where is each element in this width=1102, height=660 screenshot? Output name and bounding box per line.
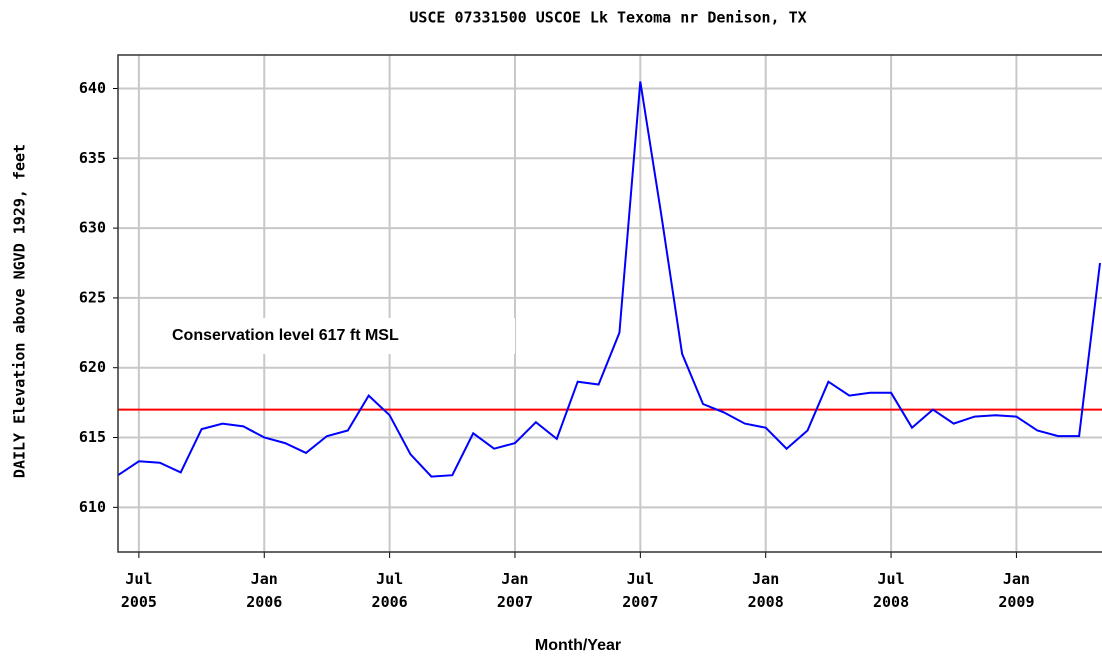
x-tick-label: Jul 2005 [120, 570, 157, 611]
y-tick-label: 625 [79, 288, 106, 306]
chart-title: USCE 07331500 USCOE Lk Texoma nr Denison… [409, 9, 806, 27]
plot-frame [117, 54, 1102, 553]
x-tick-label: Jul 2008 [873, 570, 910, 611]
x-tick-label: Jul 2007 [622, 570, 659, 611]
x-tick-label: Jan 2008 [747, 570, 784, 611]
y-tick-label: 640 [79, 79, 106, 97]
x-tick-label: Jan 2006 [246, 570, 283, 611]
x-axis-title: Month/Year [535, 637, 621, 654]
line [117, 81, 1101, 478]
y-tick-label: 615 [79, 428, 106, 446]
x-tick-label: Jan 2009 [998, 570, 1035, 611]
plot-area [118, 55, 1102, 552]
x-tick-label: Jul 2006 [371, 570, 408, 611]
y-tick-label: 620 [79, 358, 106, 376]
y-tick-label: 630 [79, 219, 106, 237]
annotation-box [165, 318, 515, 354]
y-tick-label: 610 [79, 498, 106, 516]
y-tick-label: 635 [79, 149, 106, 167]
y-axis-title: DAILY Elevation above NGVD 1929, feet [11, 144, 29, 478]
annotation: Conservation level 617 ft MSL [172, 327, 399, 344]
x-tick-label: Jan 2007 [496, 570, 534, 611]
